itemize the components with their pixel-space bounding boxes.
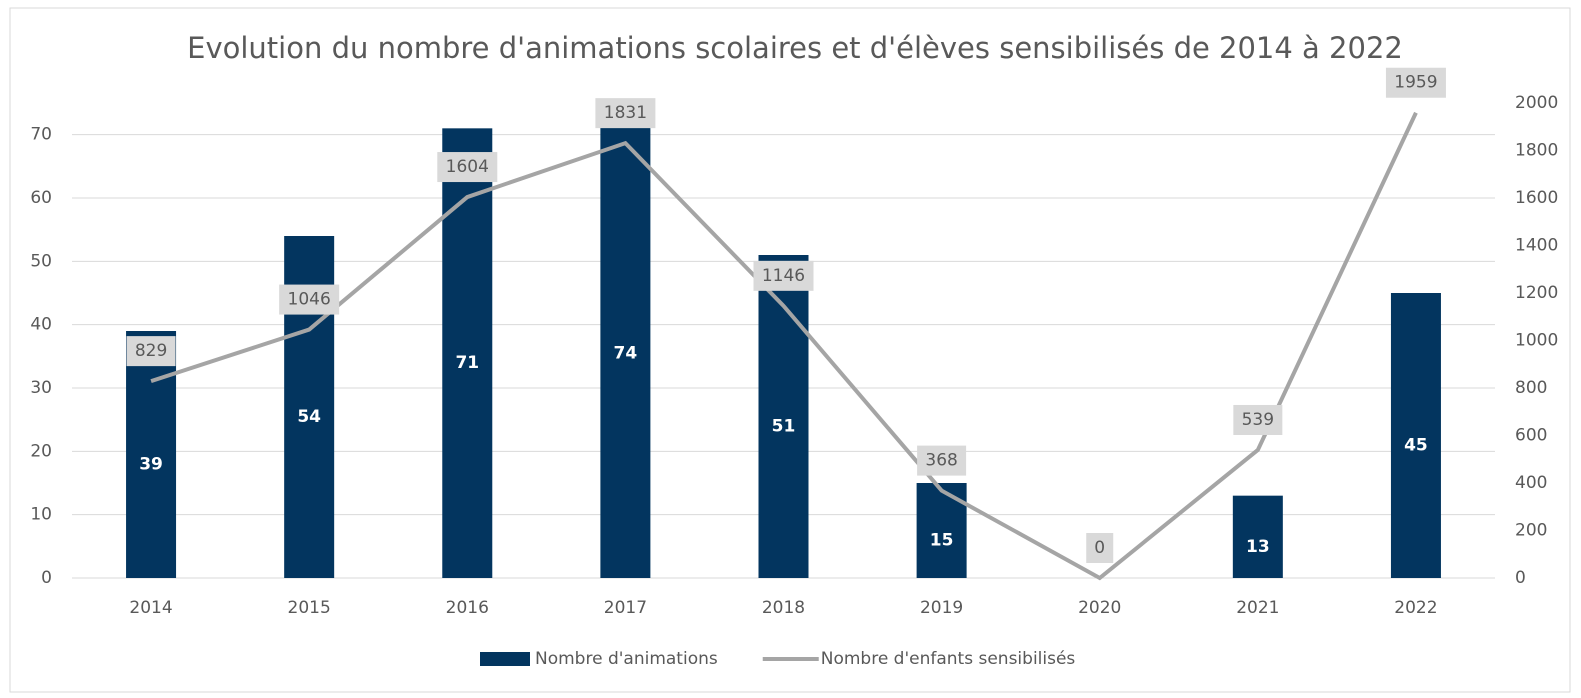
x-tick-label: 2022: [1394, 598, 1437, 618]
x-tick-label: 2019: [920, 598, 963, 618]
bar-value-label: 13: [1246, 537, 1270, 557]
line-value-label-box: [437, 152, 498, 183]
y2-tick-label: 1400: [1515, 236, 1558, 256]
x-tick-label: 2020: [1078, 598, 1121, 618]
y2-tick-label: 200: [1515, 521, 1547, 541]
y-tick-label: 40: [30, 315, 52, 335]
y-tick-label: 70: [30, 125, 52, 145]
y2-tick-label: 1800: [1515, 141, 1558, 161]
legend-label: Nombre d'animations: [535, 649, 718, 669]
line-value-label: 539: [1242, 410, 1274, 430]
line-value-label: 1959: [1394, 73, 1437, 93]
bar-value-label: 39: [139, 455, 163, 475]
bar: [600, 109, 651, 578]
bar: [442, 128, 493, 579]
y-tick-label: 10: [30, 505, 52, 525]
bar-value-label: 54: [297, 407, 321, 427]
x-tick-label: 2021: [1236, 598, 1279, 618]
bar-value-label: 45: [1404, 436, 1428, 456]
line: [150, 111, 1418, 581]
x-tick-label: 2018: [762, 598, 805, 618]
bar-value-label: 74: [614, 344, 638, 364]
line-value-label-box: [917, 445, 967, 476]
chart-title: Evolution du nombre d'animations scolair…: [187, 31, 1403, 65]
bar: [1232, 495, 1283, 578]
legend-swatch: [480, 652, 530, 666]
y-tick-label: 30: [30, 378, 52, 398]
bar-value-label: 15: [930, 531, 954, 551]
y-tick-label: 60: [30, 188, 52, 208]
y-tick-label: 20: [30, 441, 52, 461]
line-value-label-box: [1086, 533, 1114, 563]
line-value-label: 1046: [288, 290, 331, 310]
x-tick-label: 2014: [129, 598, 172, 618]
bar: [126, 331, 177, 578]
legend-label: Nombre d'enfants sensibilisés: [821, 649, 1076, 669]
line-value-label-box: [595, 98, 656, 129]
y2-tick-label: 400: [1515, 473, 1547, 493]
x-tick-label: 2015: [288, 598, 331, 618]
bar: [1390, 293, 1441, 578]
x-tick-label: 2017: [604, 598, 647, 618]
y2-tick-label: 2000: [1515, 93, 1558, 113]
line-value-label: 0: [1094, 538, 1105, 558]
line-value-label: 1604: [446, 157, 489, 177]
bar-value-label: 71: [455, 353, 479, 373]
bar-value-label: 51: [772, 417, 796, 437]
line-value-label: 829: [135, 341, 167, 361]
line-value-label-box: [753, 260, 814, 291]
y2-tick-label: 600: [1515, 426, 1547, 446]
line-value-label-box: [126, 336, 176, 367]
y2-tick-label: 0: [1515, 568, 1526, 588]
y2-tick-label: 1200: [1515, 283, 1558, 303]
line-value-label: 1146: [762, 266, 805, 286]
y-tick-label: 0: [41, 568, 52, 588]
line-value-label-box: [279, 284, 340, 315]
x-tick-label: 2016: [446, 598, 489, 618]
y2-tick-label: 800: [1515, 378, 1547, 398]
y2-tick-label: 1600: [1515, 188, 1558, 208]
line-value-label: 368: [925, 451, 957, 471]
line-value-label: 1831: [604, 103, 647, 123]
y2-tick-label: 1000: [1515, 331, 1558, 351]
y-tick-label: 50: [30, 251, 52, 271]
line-value-label-box: [1385, 67, 1446, 98]
line-value-label-box: [1233, 404, 1283, 435]
